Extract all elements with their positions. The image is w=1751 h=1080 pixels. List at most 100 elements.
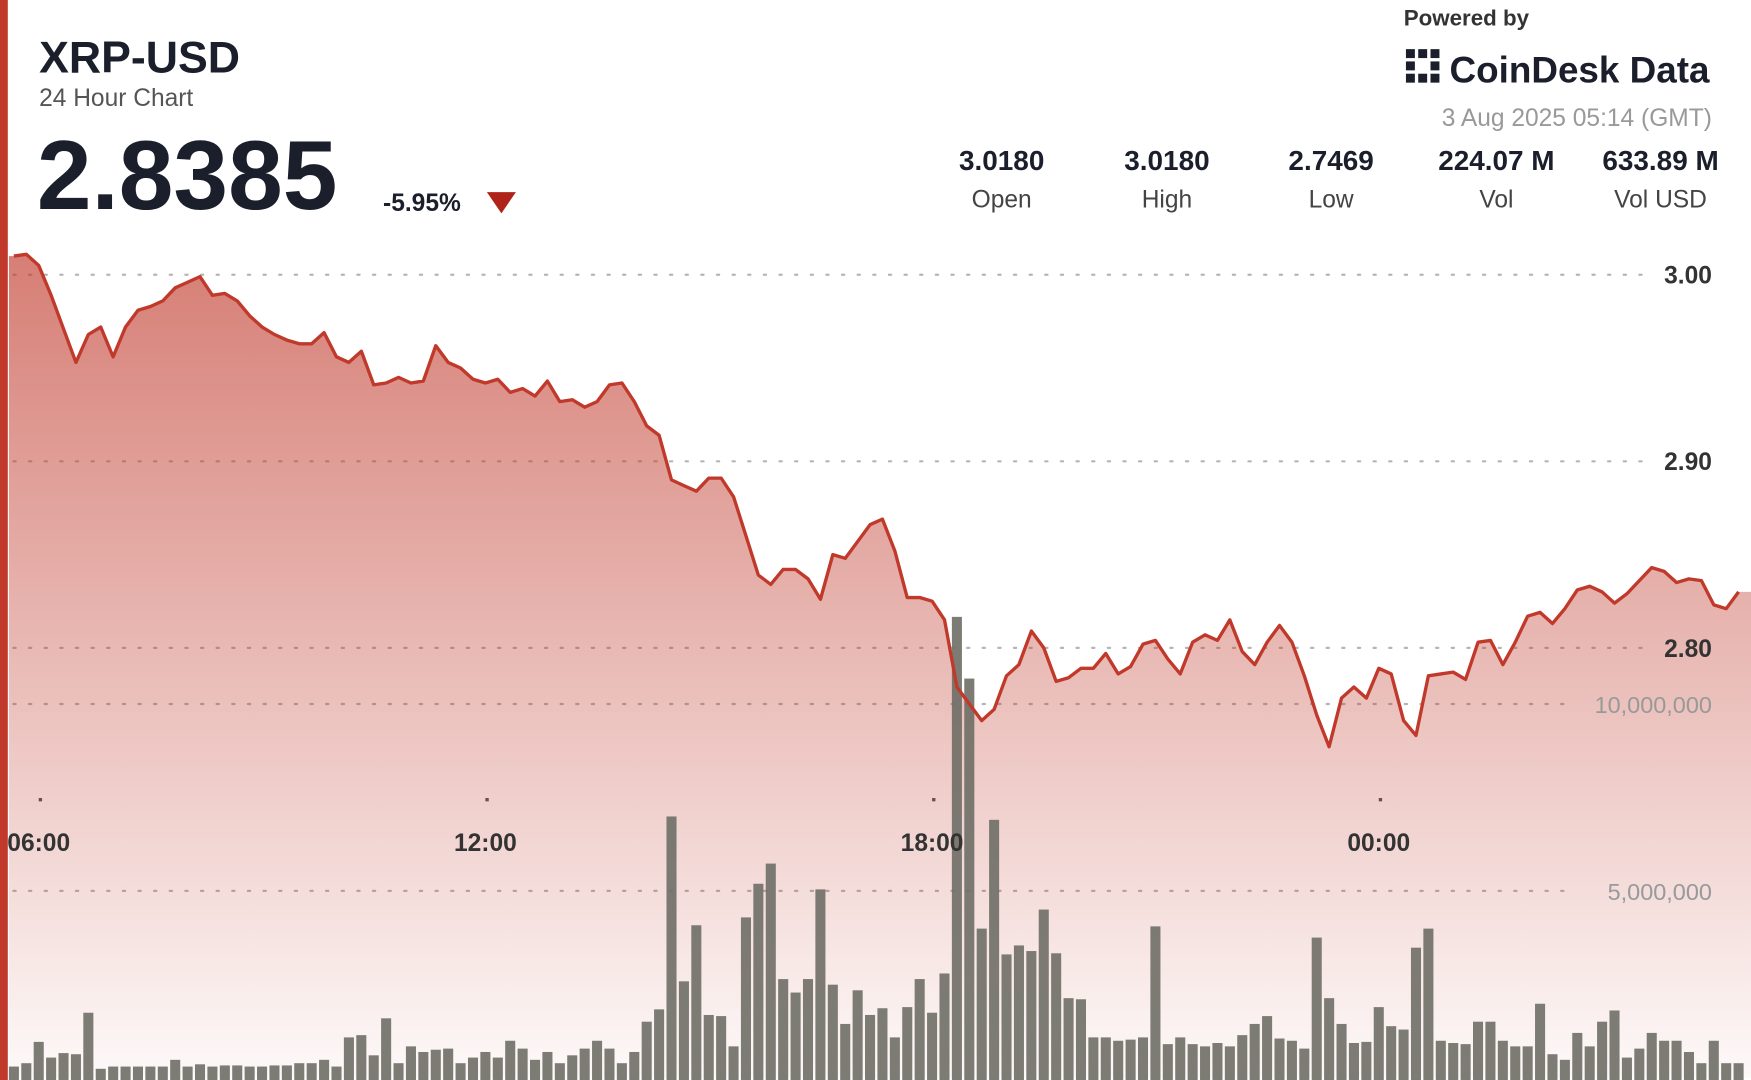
volume-bar [1497, 1040, 1508, 1080]
volume-bar [393, 1063, 404, 1080]
x-tick-label: 18:00 [901, 830, 964, 857]
volume-bar [207, 1066, 218, 1080]
volume-bar [728, 1046, 739, 1080]
stat-value: 633.89 M [1602, 145, 1718, 176]
volume-bar [877, 1008, 888, 1080]
y-tick-label: 2.80 [1664, 636, 1712, 663]
volume-bar [976, 928, 987, 1080]
volume-bar [467, 1057, 479, 1080]
volume-bar [1175, 1037, 1186, 1080]
volume-bar [170, 1059, 181, 1080]
volume-bar [1286, 1040, 1297, 1080]
volume-bar [1448, 1043, 1459, 1080]
volume-bar [1721, 1063, 1732, 1080]
stat-label: High [1142, 187, 1192, 214]
volume-bar [554, 1063, 565, 1080]
volume-bar [1634, 1048, 1645, 1080]
volume-bar [1547, 1054, 1558, 1080]
volume-bar [418, 1051, 429, 1080]
volume-bar [1473, 1021, 1484, 1080]
volume-bar [269, 1065, 280, 1080]
volume-bar [1733, 1063, 1744, 1080]
stats: 3.0180 Open 3.0180 High 2.7469 Low 224.07 M Vol… [959, 145, 1719, 214]
volume-bar [1051, 953, 1062, 1080]
volume-bar [319, 1059, 330, 1080]
volume-bar [1001, 954, 1012, 1080]
volume-bar [1187, 1044, 1198, 1080]
volume-bar [1200, 1046, 1211, 1080]
volume-bar [381, 1018, 392, 1080]
accent-bar [0, 0, 8, 1080]
volume-bar [58, 1053, 69, 1080]
volume-bar [83, 1012, 94, 1080]
stat-label: Low [1309, 187, 1354, 214]
volume-bar [1088, 1037, 1099, 1080]
volume-bar [1646, 1032, 1657, 1080]
change: -5.95% [383, 190, 461, 217]
volume-bar [1125, 1039, 1136, 1080]
volume-bar [1013, 945, 1024, 1080]
volume-bar [443, 1048, 454, 1080]
volume-bar [827, 984, 838, 1080]
volume-bar [1410, 947, 1422, 1080]
volume-bar [927, 1012, 938, 1080]
volume-bar [703, 1014, 714, 1080]
volume-bar [1522, 1046, 1533, 1080]
volume-bar [232, 1065, 243, 1080]
volume-bar [1398, 1029, 1409, 1080]
volume-bar [33, 1041, 44, 1080]
volume-bar [951, 616, 962, 1080]
volume-bar [194, 1064, 206, 1080]
volume-bar [1150, 926, 1161, 1080]
volume-bar [530, 1059, 541, 1080]
volume-bar [1299, 1048, 1310, 1080]
chart-title: XRP-USD [39, 34, 240, 83]
volume-bar [604, 1048, 615, 1080]
volume-bar [1311, 937, 1322, 1080]
volume-bar [964, 678, 975, 1080]
stat-value: 224.07 M [1438, 145, 1554, 176]
stat-label: Vol [1479, 187, 1513, 214]
volume-bar [1262, 1016, 1273, 1080]
volume-bar [343, 1037, 354, 1080]
volume-bar [1373, 1007, 1384, 1080]
volume-bar [1671, 1040, 1682, 1080]
volume-bar [691, 925, 702, 1080]
volume-bar [306, 1063, 317, 1080]
volume-bar [281, 1065, 292, 1080]
plot [8, 252, 1751, 1080]
y-tick-label: 3.00 [1664, 263, 1712, 290]
volume-bar [914, 979, 925, 1080]
volume-bar [294, 1063, 305, 1080]
volume-bar [1237, 1035, 1248, 1080]
volume-bar [331, 1066, 342, 1080]
volume-bar [666, 816, 677, 1080]
price-line [13, 252, 1740, 749]
volume-bar [405, 1046, 416, 1080]
volume-bar [1423, 928, 1434, 1080]
volume-bar [1075, 999, 1086, 1080]
y-tick-label: 2.90 [1664, 449, 1712, 476]
volume-bar [1212, 1043, 1223, 1080]
volume-bar [815, 889, 826, 1080]
volume-bar [678, 981, 689, 1080]
volume-bar [1386, 1026, 1397, 1080]
volume-bar [1597, 1021, 1608, 1080]
area-fill [8, 254, 1751, 1078]
volume-bar [368, 1055, 379, 1080]
volume-bar [641, 1021, 652, 1080]
volume-bar [1113, 1040, 1124, 1080]
volume-bar [567, 1055, 578, 1080]
brand: CoinDesk Data [1449, 50, 1710, 91]
volume-bar [840, 1023, 851, 1080]
volume-bar [1336, 1023, 1347, 1080]
volume-bar [902, 1007, 913, 1080]
volume-bar [939, 973, 950, 1080]
stat-value: 3.0180 [959, 145, 1044, 176]
volume-bar [1435, 1040, 1446, 1080]
stat-value: 3.0180 [1124, 145, 1209, 176]
volume-bar [579, 1048, 590, 1080]
volume-bar [592, 1040, 603, 1080]
volume-bar [765, 863, 776, 1080]
